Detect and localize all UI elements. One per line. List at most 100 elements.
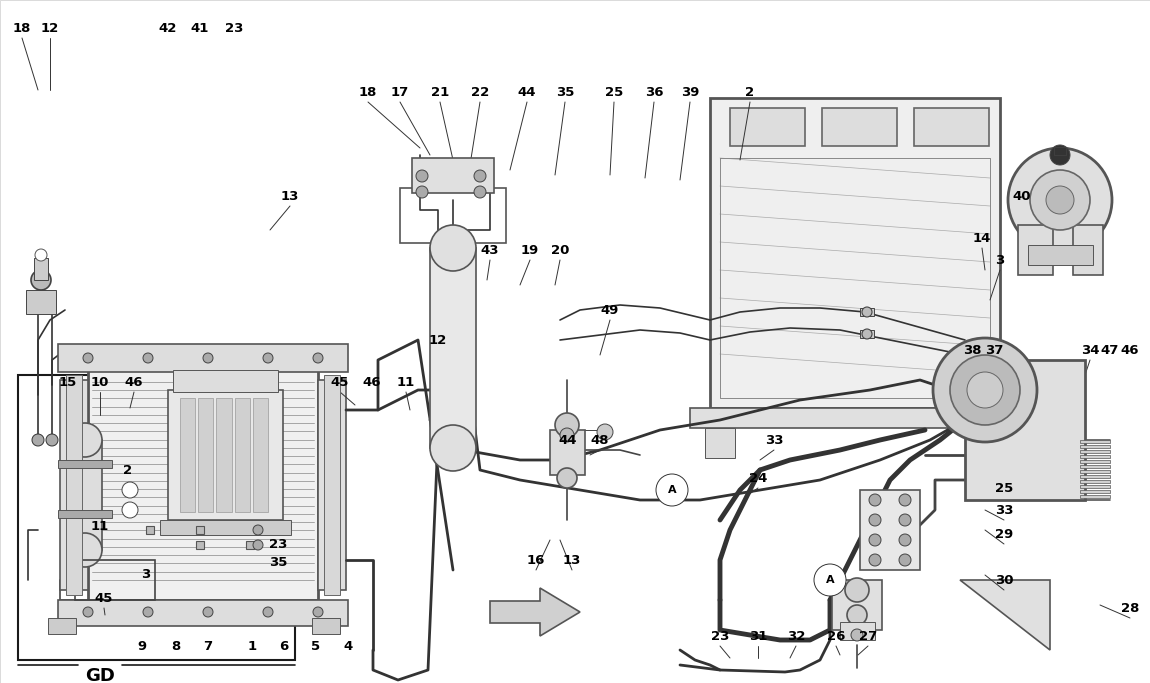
Circle shape [122,482,138,498]
Polygon shape [960,580,1050,650]
Text: 12: 12 [429,333,447,346]
Circle shape [416,186,428,198]
Bar [1080,490,1110,493]
Text: 17: 17 [391,85,409,98]
Text: 31: 31 [749,630,767,643]
Bar [822,108,897,146]
Circle shape [430,225,476,271]
Text: 8: 8 [171,639,181,652]
Circle shape [869,554,881,566]
Circle shape [68,423,102,457]
Text: 23: 23 [269,538,288,550]
Bar [66,375,82,595]
Circle shape [950,355,1020,425]
Circle shape [967,372,1003,408]
Bar [1055,147,1066,155]
Bar [168,390,283,520]
Bar [68,440,102,550]
Text: A: A [826,575,834,585]
Bar [160,520,291,535]
Text: 38: 38 [963,344,981,357]
Bar [235,398,250,512]
Text: 35: 35 [269,555,288,568]
Bar [1028,245,1092,265]
Circle shape [656,474,688,506]
Bar [319,380,346,590]
Circle shape [555,413,578,437]
Circle shape [204,607,213,617]
Text: GD: GD [85,667,115,683]
Bar [58,510,112,518]
Bar [975,428,1005,458]
Text: 10: 10 [91,376,109,389]
Text: 33: 33 [995,503,1013,516]
Bar [705,428,735,458]
Text: 5: 5 [312,639,321,652]
Text: 2: 2 [745,85,754,98]
Bar [60,380,89,590]
Text: 3: 3 [141,568,151,581]
Text: 9: 9 [138,639,146,652]
Bar [1080,475,1110,478]
Bar [58,344,348,372]
Circle shape [416,170,428,182]
Bar [172,370,278,392]
Text: 30: 30 [995,574,1013,587]
Bar [196,541,204,549]
Text: 3: 3 [996,253,1005,266]
Text: 1: 1 [247,639,256,652]
Circle shape [899,494,911,506]
Circle shape [848,605,867,625]
Bar [18,375,296,660]
Bar [860,330,874,338]
Circle shape [869,534,881,546]
Circle shape [263,607,273,617]
Text: 46: 46 [1121,344,1140,357]
Bar [1080,450,1110,453]
Circle shape [68,533,102,567]
Circle shape [862,329,872,339]
Circle shape [557,468,577,488]
Bar [430,248,476,448]
Text: 34: 34 [1081,344,1099,357]
Circle shape [474,186,486,198]
Bar [1080,460,1110,463]
Bar [146,526,154,534]
Text: 24: 24 [749,471,767,484]
Bar [710,98,1000,408]
Circle shape [430,425,476,471]
Bar [840,622,875,640]
Polygon shape [490,588,580,636]
Text: 11: 11 [397,376,415,389]
Circle shape [263,353,273,363]
Bar [1080,485,1110,488]
Text: 26: 26 [827,630,845,643]
Text: A: A [668,485,676,495]
Text: 22: 22 [470,85,489,98]
Bar [860,308,874,316]
Text: 42: 42 [159,21,177,35]
Text: 6: 6 [279,639,289,652]
Text: 27: 27 [859,630,877,643]
Circle shape [560,428,574,442]
Text: 44: 44 [518,85,536,98]
Text: 13: 13 [562,553,581,566]
Text: 25: 25 [605,85,623,98]
Text: 40: 40 [1013,189,1032,202]
Bar [914,108,989,146]
Text: 39: 39 [681,85,699,98]
Text: 19: 19 [521,244,539,257]
Text: 4: 4 [344,639,353,652]
Text: 25: 25 [995,482,1013,494]
Bar [48,618,76,634]
Circle shape [253,525,263,535]
Circle shape [474,170,486,182]
Bar [34,258,48,280]
Circle shape [899,514,911,526]
Text: 46: 46 [124,376,144,389]
Text: 18: 18 [13,21,31,35]
Circle shape [143,607,153,617]
Circle shape [83,353,93,363]
Bar [1080,470,1110,473]
Circle shape [1009,148,1112,252]
